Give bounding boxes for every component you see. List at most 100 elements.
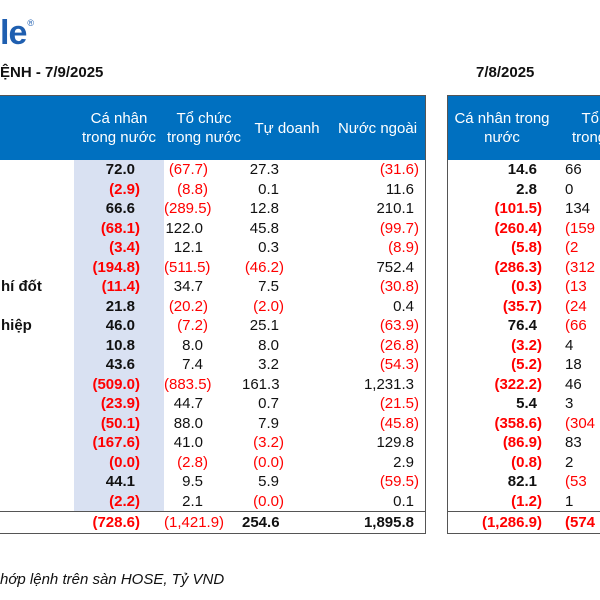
- col-header: Cá nhân trong nước: [81, 110, 157, 146]
- total-row: (1,286.9) (574: [448, 511, 600, 533]
- table-row: 10.8 8.0 8.0 (26.8): [0, 335, 425, 355]
- table-row: (68.1) 122.0 45.8 (99.7): [0, 218, 425, 238]
- col-header: Tổ chức trong nước: [571, 110, 600, 146]
- value-cell: (883.5): [164, 375, 212, 393]
- value-cell: (8.8): [177, 180, 208, 198]
- value-cell: 8.0: [182, 336, 203, 354]
- value-cell: (54.3): [379, 356, 419, 373]
- table-row: 14.6 66: [448, 160, 600, 180]
- value-cell: (289.5): [164, 200, 212, 217]
- value-cell: (509.0): [74, 374, 164, 394]
- value-cell: (167.6): [74, 433, 164, 453]
- value-cell: 27.3: [249, 161, 279, 178]
- table-row: (0.0) (2.8) (0.0) 2.9: [0, 452, 425, 472]
- table-row: (2.9) (8.8) 0.1 11.6: [0, 179, 425, 199]
- value-cell: 210.1: [376, 200, 414, 217]
- table-row: (0.8) 2: [448, 453, 600, 473]
- table-row: 43.6 7.4 3.2 (54.3): [0, 355, 425, 375]
- table-row: (3.4) 12.1 0.3 (8.9): [0, 238, 425, 258]
- value-cell: (3.4): [74, 238, 164, 258]
- value-cell: (31.6): [379, 161, 419, 178]
- table-row: 44.1 9.5 5.9 (59.5): [0, 472, 425, 492]
- value-cell: (86.9): [502, 434, 542, 451]
- value-cell: (2.0): [253, 297, 284, 315]
- value-cell: 134: [565, 200, 591, 217]
- value-cell: (53: [565, 473, 587, 490]
- table-row: 5.4 3: [448, 394, 600, 414]
- value-cell: (21.5): [379, 395, 419, 412]
- value-cell: (63.9): [379, 317, 419, 334]
- value-cell: 7.4: [182, 356, 203, 373]
- value-cell: 2.1: [182, 492, 203, 510]
- col-header: Tự doanh: [254, 119, 320, 137]
- value-cell: 44.1: [74, 472, 164, 492]
- value-cell: (59.5): [379, 473, 419, 490]
- table-row: (1.2) 1: [448, 492, 600, 512]
- value-cell: 1: [565, 492, 574, 510]
- value-cell: (0.3): [511, 278, 542, 295]
- table-row: (23.9) 44.7 0.7 (21.5): [0, 394, 425, 414]
- value-cell: 1,895.8: [363, 514, 414, 531]
- value-cell: (5.8): [511, 239, 542, 256]
- table-row: (11.4) 34.7 7.5 (30.8) hí đốt: [0, 277, 425, 297]
- value-cell: 25.1: [249, 317, 279, 334]
- value-cell: (8.9): [388, 239, 419, 256]
- table-row: 72.0 (67.7) 27.3 (31.6): [0, 160, 425, 180]
- value-cell: 18: [565, 356, 582, 373]
- value-cell: 21.8: [74, 296, 164, 316]
- value-cell: (0.0): [253, 492, 284, 510]
- value-cell: 2: [565, 453, 574, 471]
- value-cell: 46: [565, 375, 582, 393]
- value-cell: (286.3): [494, 258, 542, 276]
- value-cell: (45.8): [379, 414, 419, 432]
- value-cell: 12.8: [249, 200, 279, 217]
- value-cell: (1,286.9): [481, 514, 542, 531]
- value-cell: 5.4: [516, 395, 537, 412]
- row-label: hiệp: [1, 317, 32, 334]
- table-row: 21.8 (20.2) (2.0) 0.4: [0, 296, 425, 316]
- table-row: (167.6) 41.0 (3.2) 129.8: [0, 433, 425, 453]
- left-flow-table: Cá nhân trong nước Tổ chức trong nước Tự…: [0, 95, 426, 534]
- table-row: (86.9) 83: [448, 433, 600, 453]
- value-cell: 83: [565, 434, 582, 451]
- value-cell: (99.7): [379, 219, 419, 237]
- table-row: (194.8) (511.5) (46.2) 752.4: [0, 257, 425, 277]
- value-cell: (101.5): [494, 200, 542, 217]
- value-cell: (1,421.9): [164, 514, 225, 531]
- table-row: (50.1) 88.0 7.9 (45.8): [0, 413, 425, 433]
- value-cell: (50.1): [74, 413, 164, 433]
- value-cell: (0.0): [253, 453, 284, 471]
- value-cell: 0.3: [258, 239, 279, 256]
- value-cell: (68.1): [74, 218, 164, 238]
- value-cell: (67.7): [168, 161, 208, 178]
- value-cell: 4: [565, 336, 574, 354]
- value-cell: 72.0: [74, 160, 164, 180]
- value-cell: 12.1: [173, 239, 203, 256]
- value-cell: 76.4: [507, 317, 537, 334]
- value-cell: 7.9: [258, 414, 279, 432]
- value-cell: 34.7: [173, 278, 203, 295]
- value-cell: (0.0): [74, 452, 164, 472]
- value-cell: (13: [565, 278, 587, 295]
- value-cell: 88.0: [173, 414, 203, 432]
- col-header: Cá nhân trong nước: [454, 110, 550, 146]
- value-cell: (358.6): [494, 414, 542, 432]
- value-cell: (574: [565, 514, 596, 531]
- table-row: 2.8 0: [448, 180, 600, 200]
- table-row: (0.3) (13: [448, 277, 600, 297]
- value-cell: (304: [565, 414, 596, 432]
- value-cell: 0: [565, 180, 574, 198]
- value-cell: (66: [565, 317, 587, 334]
- table-row: (286.3) (312: [448, 258, 600, 278]
- table-row: (322.2) 46: [448, 375, 600, 395]
- value-cell: 66.6: [74, 199, 164, 219]
- value-cell: 82.1: [507, 473, 537, 490]
- table-row: (2.2) 2.1 (0.0) 0.1: [0, 491, 425, 511]
- value-cell: 45.8: [249, 219, 279, 237]
- value-cell: 2.9: [393, 453, 414, 471]
- value-cell: 10.8: [74, 335, 164, 355]
- row-label: hí đốt: [1, 278, 42, 295]
- value-cell: 752.4: [376, 258, 414, 276]
- value-cell: 1,231.3: [363, 375, 414, 393]
- value-cell: (2.9): [74, 179, 164, 199]
